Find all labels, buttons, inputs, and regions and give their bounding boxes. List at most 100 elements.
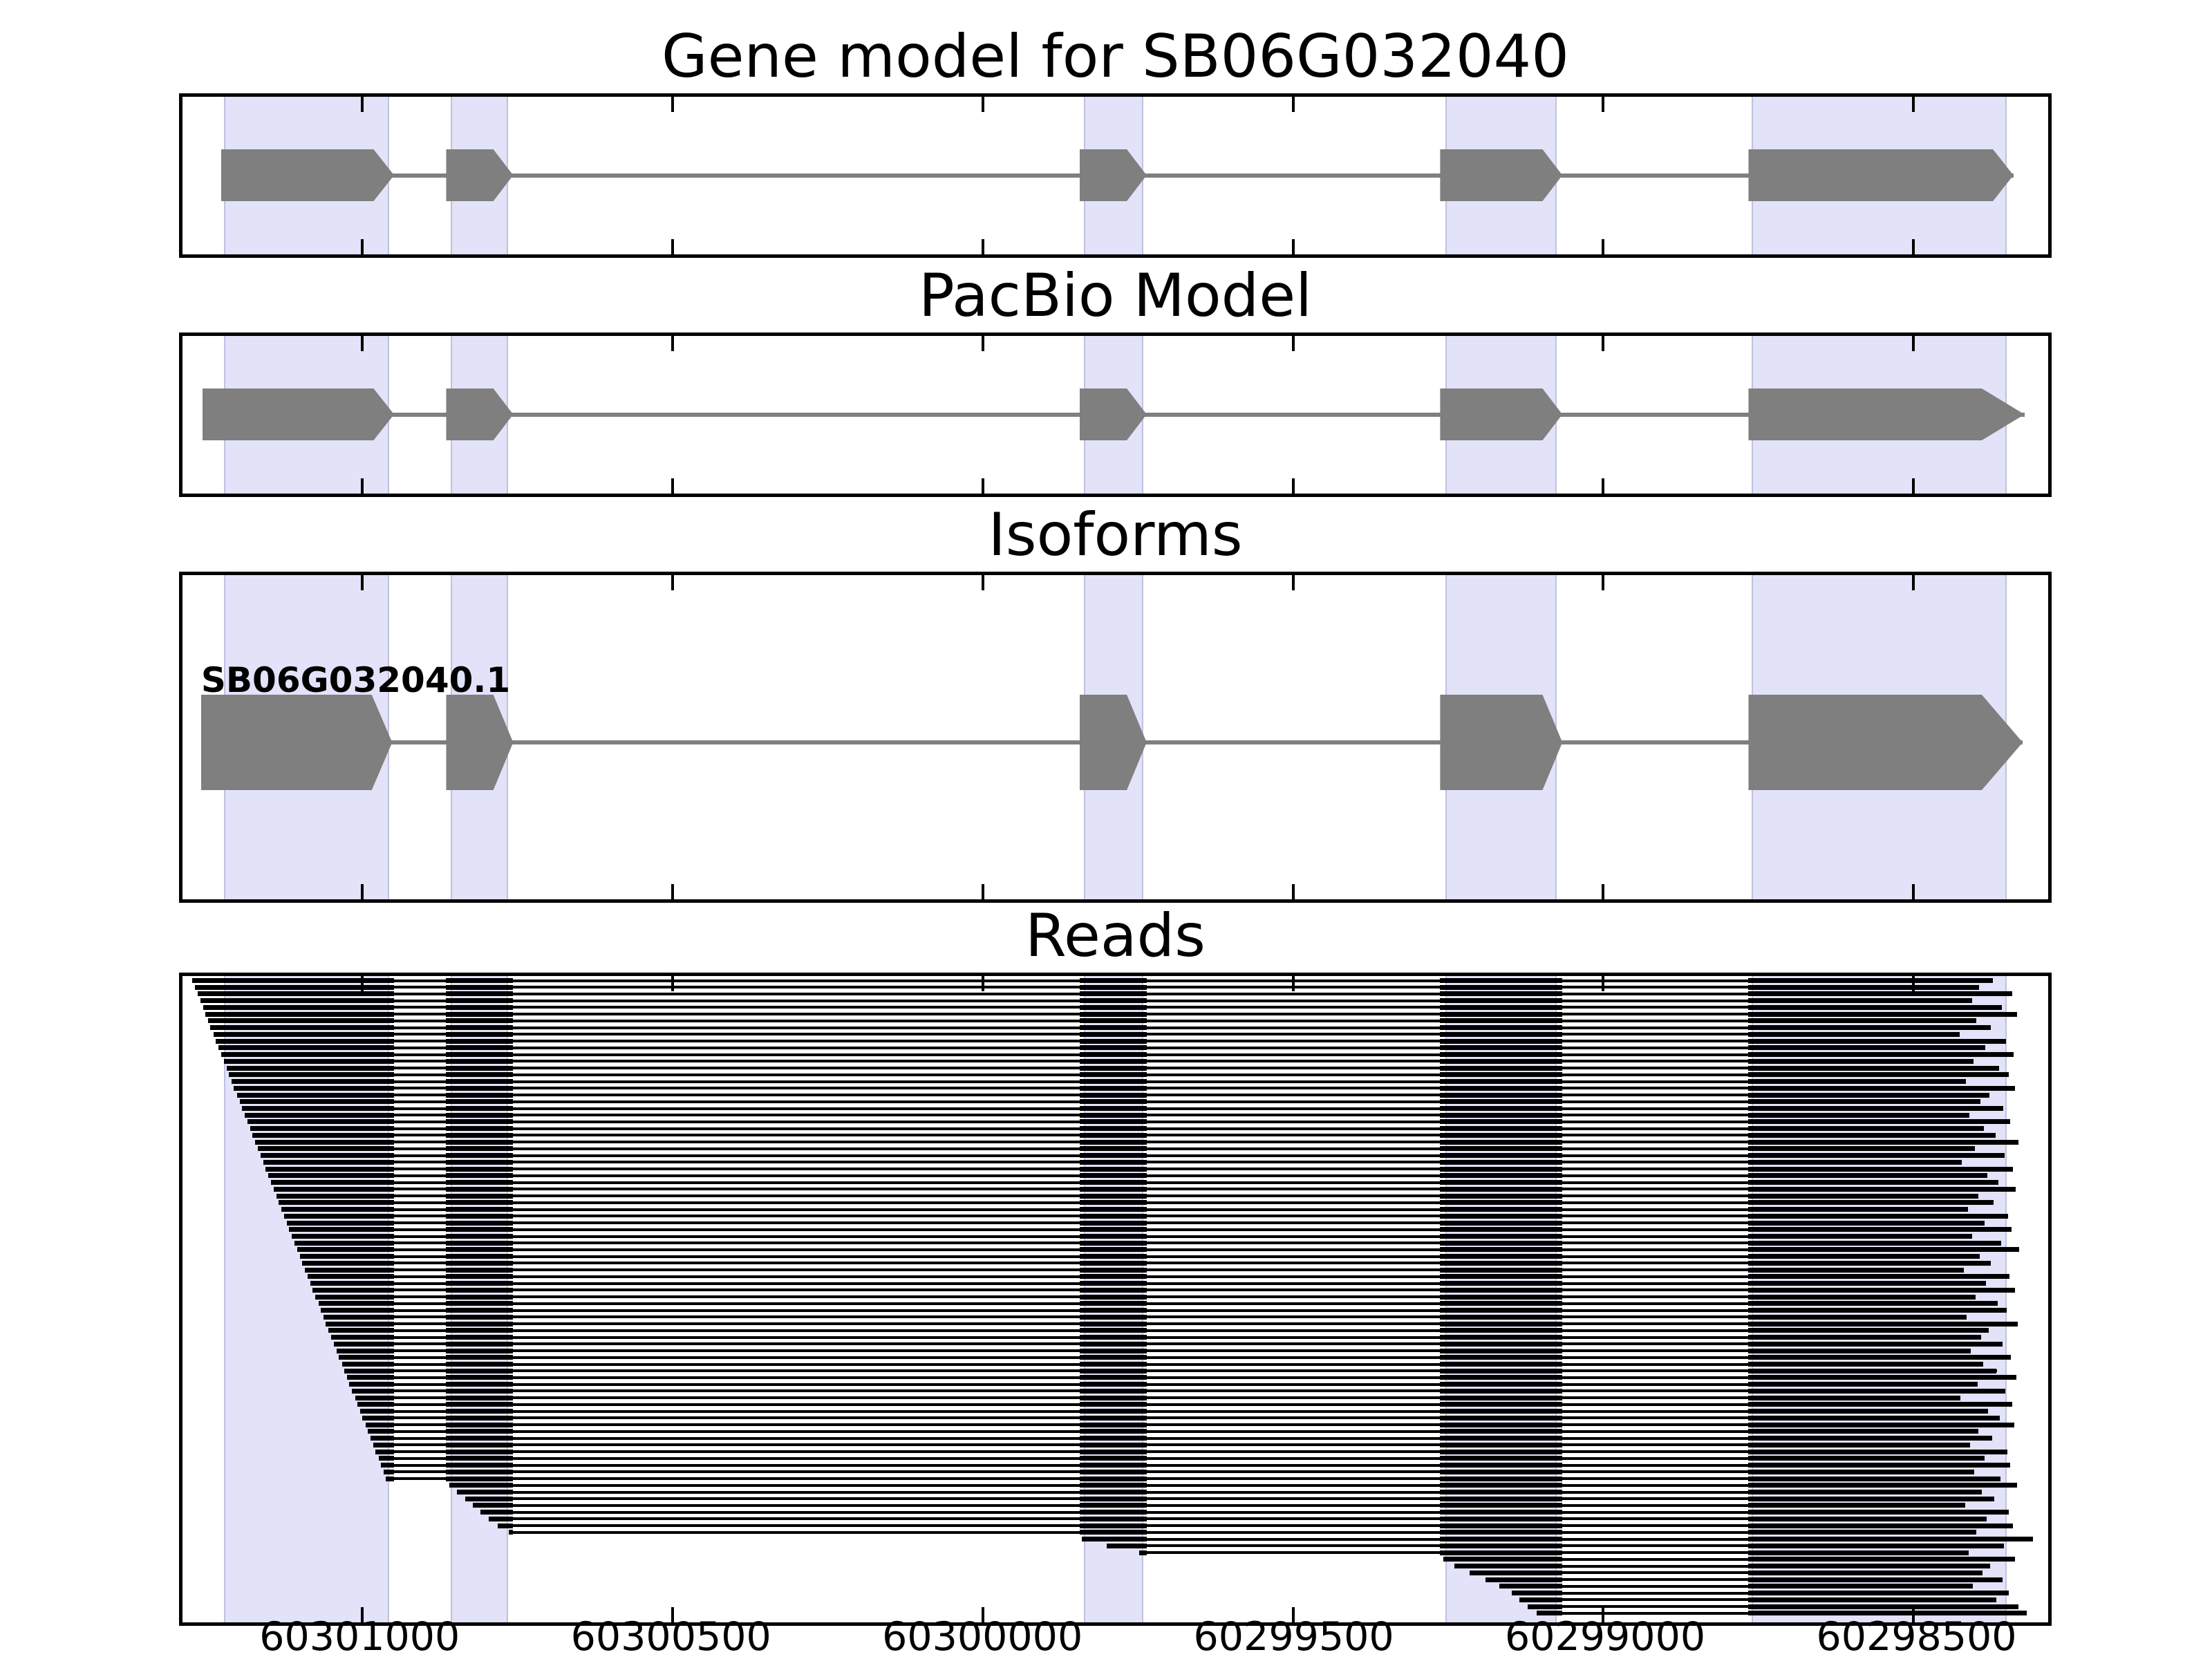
exon-arrow xyxy=(202,388,395,440)
read-exon-block xyxy=(1748,1031,1960,1037)
x-tick-mark xyxy=(1291,97,1295,112)
read-exon-block xyxy=(344,1368,395,1374)
read-exon-block xyxy=(1748,978,1994,983)
read-exon-block xyxy=(1440,1388,1563,1394)
read-exon-block xyxy=(1440,1321,1563,1327)
read-exon-block xyxy=(1440,1395,1563,1400)
read-exon-block xyxy=(1748,1496,1994,1501)
read-exon-block xyxy=(1748,1523,2013,1528)
read-exon-block xyxy=(247,1119,395,1125)
read-exon-block xyxy=(446,1045,514,1051)
read-intron-line xyxy=(1499,1584,1974,1588)
read-exon-block xyxy=(265,1166,395,1172)
x-tick-mark xyxy=(1912,97,1915,112)
read-exon-block xyxy=(226,1065,395,1071)
read-exon-block xyxy=(1079,1234,1147,1239)
read-exon-block xyxy=(446,1058,514,1064)
x-tick-mark xyxy=(1602,575,1605,590)
read-exon-block xyxy=(446,1112,514,1118)
read-intron-line xyxy=(349,1382,1978,1386)
read-exon-block xyxy=(446,1139,514,1145)
read-exon-block xyxy=(276,1193,395,1199)
read-exon-block xyxy=(1748,1193,1978,1199)
exon-arrow xyxy=(1440,388,1563,440)
read-exon-block xyxy=(446,1025,514,1031)
read-exon-block xyxy=(446,1301,514,1306)
read-exon-block xyxy=(1748,1072,2009,1078)
read-intron-line xyxy=(1454,1564,1990,1568)
read-exon-block xyxy=(239,1099,395,1105)
read-exon-block xyxy=(1440,1065,1563,1071)
read-exon-block xyxy=(446,1153,514,1159)
read-exon-block xyxy=(1079,1085,1147,1091)
read-exon-block xyxy=(310,1281,395,1286)
read-exon-block xyxy=(1079,1260,1147,1266)
read-exon-block xyxy=(456,1490,514,1494)
read-exon-block xyxy=(1079,1469,1147,1474)
read-exon-block xyxy=(1079,1018,1147,1024)
read-exon-block xyxy=(299,1254,395,1259)
read-exon-block xyxy=(446,1341,514,1347)
read-exon-block xyxy=(279,1200,395,1206)
read-exon-block xyxy=(1079,1038,1147,1044)
read-exon-block xyxy=(231,1079,395,1085)
read-exon-block xyxy=(1079,1348,1147,1353)
read-exon-block xyxy=(271,1180,395,1185)
read-exon-block xyxy=(1079,1301,1147,1306)
x-tick-mark xyxy=(671,976,675,991)
read-exon-block xyxy=(281,1207,395,1212)
read-intron-line xyxy=(310,1282,1987,1285)
read-exon-block xyxy=(207,1018,395,1024)
x-tick-mark xyxy=(361,575,364,590)
read-exon-block xyxy=(1440,984,1563,990)
read-exon-block xyxy=(1527,1604,1563,1609)
read-intron-line xyxy=(339,1356,2012,1359)
read-exon-block xyxy=(1748,1537,2033,1542)
read-exon-block xyxy=(1440,1429,1563,1434)
x-tick-mark xyxy=(981,239,984,254)
read-exon-block xyxy=(1748,1463,2011,1468)
read-exon-block xyxy=(1748,1085,2016,1091)
read-exon-block xyxy=(321,1308,395,1313)
read-exon-block xyxy=(446,1355,514,1360)
read-exon-block xyxy=(446,1308,514,1313)
x-tick-mark xyxy=(1291,239,1295,254)
read-exon-block xyxy=(1079,1335,1147,1340)
read-exon-block xyxy=(1748,1604,2018,1609)
read-exon-block xyxy=(1079,1139,1147,1145)
panel-title-isoforms: Isoforms xyxy=(988,500,1243,570)
read-exon-block xyxy=(1748,1564,1990,1569)
read-exon-block xyxy=(1440,1092,1563,1098)
reads-plot-area xyxy=(182,976,2048,1622)
read-intron-line xyxy=(489,1517,1987,1521)
read-exon-block xyxy=(1079,1368,1147,1374)
read-exon-block xyxy=(1748,1079,1966,1085)
read-exon-block xyxy=(446,1173,514,1179)
read-exon-block xyxy=(1440,1274,1563,1280)
read-intron-line xyxy=(370,1436,1993,1440)
read-exon-block xyxy=(378,1456,395,1461)
read-exon-block xyxy=(1079,1146,1147,1152)
read-exon-block xyxy=(1748,1456,1985,1461)
read-exon-block xyxy=(1440,1463,1563,1468)
read-exon-block xyxy=(1079,1180,1147,1185)
read-exon-block xyxy=(1440,1328,1563,1333)
read-exon-block xyxy=(1440,1126,1563,1132)
read-exon-block xyxy=(446,1463,514,1468)
read-exon-block xyxy=(1079,1503,1147,1508)
read-exon-block xyxy=(1748,1254,1980,1259)
read-exon-block xyxy=(446,1442,514,1447)
read-exon-block xyxy=(446,1085,514,1091)
read-intron-line xyxy=(334,1342,2003,1346)
read-intron-line xyxy=(297,1248,2019,1251)
read-exon-block xyxy=(326,1321,395,1327)
read-exon-block xyxy=(446,1186,514,1192)
read-exon-block xyxy=(1079,1193,1147,1199)
read-exon-block xyxy=(1440,1011,1563,1017)
read-exon-block xyxy=(1440,1247,1563,1253)
read-exon-block xyxy=(1079,1213,1147,1219)
read-exon-block xyxy=(1748,1234,1973,1239)
read-exon-block xyxy=(446,1422,514,1427)
read-exon-block xyxy=(1440,1079,1563,1085)
read-exon-block xyxy=(1748,1213,2008,1219)
